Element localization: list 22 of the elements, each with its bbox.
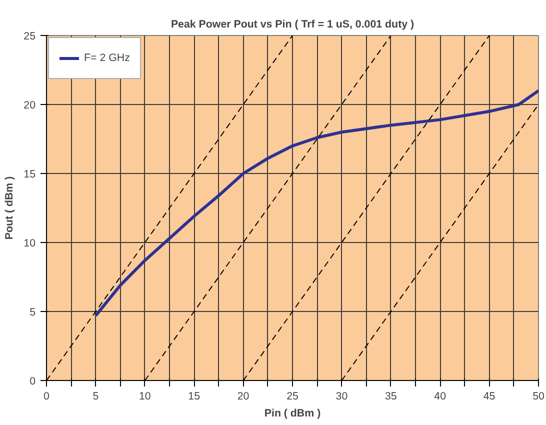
legend-label: F= 2 GHz bbox=[84, 52, 130, 64]
x-tick-label: 35 bbox=[384, 390, 397, 402]
x-tick-label: 20 bbox=[237, 390, 250, 402]
chart-title: Peak Power Pout vs Pin ( Trf = 1 uS, 0.001 duty ) bbox=[170, 18, 414, 30]
x-tick-label: 30 bbox=[336, 390, 348, 402]
x-tick-label: 10 bbox=[138, 390, 151, 402]
x-axis-title: Pin ( dBm ) bbox=[264, 408, 322, 420]
x-tick-label: 5 bbox=[92, 390, 99, 402]
y-tick-label: 0 bbox=[30, 376, 36, 388]
x-tick-label: 50 bbox=[532, 390, 544, 402]
line-series bbox=[94, 89, 538, 318]
y-tick-label: 5 bbox=[30, 306, 36, 318]
x-tick-label: 40 bbox=[434, 390, 446, 402]
x-tick-label: 15 bbox=[188, 390, 200, 402]
y-tick-label: 10 bbox=[24, 238, 36, 250]
y-tick-label: 25 bbox=[24, 30, 36, 42]
x-tick-label: 45 bbox=[483, 390, 496, 402]
x-tick-label: 0 bbox=[44, 390, 50, 402]
x-tick-label: 25 bbox=[286, 390, 298, 402]
y-axis-title: Pout ( dBm ) bbox=[4, 176, 16, 240]
y-tick-label: 15 bbox=[24, 168, 36, 180]
y-tick-label: 20 bbox=[24, 100, 36, 112]
